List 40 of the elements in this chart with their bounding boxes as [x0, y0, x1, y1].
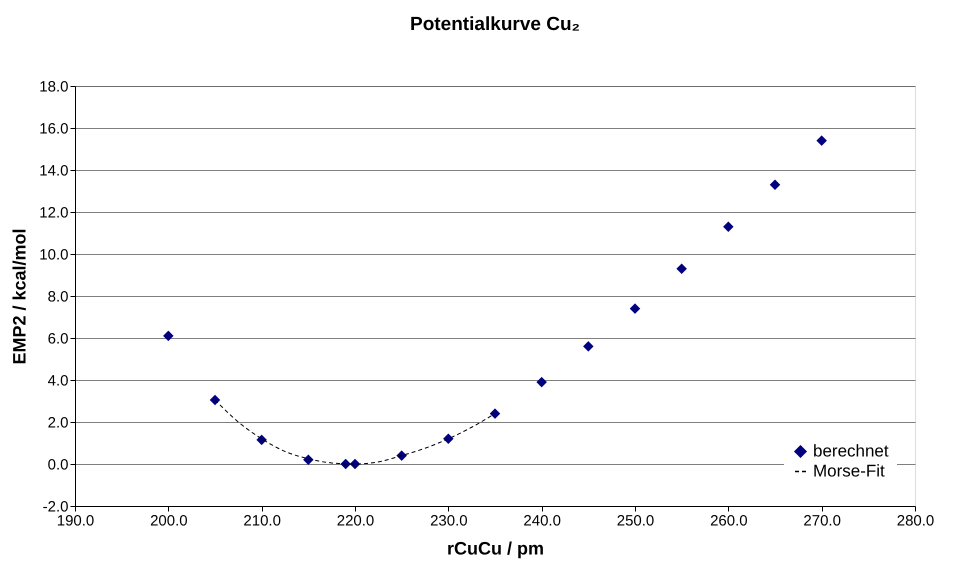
y-tick-label: 14.0 — [39, 162, 68, 180]
x-tick-label: 270.0 — [803, 512, 841, 530]
x-tick-label: 250.0 — [616, 512, 654, 530]
point — [676, 263, 687, 274]
x-tick-label: 260.0 — [710, 512, 748, 530]
x-axis-title: rCuCu / pm — [447, 538, 544, 558]
point — [303, 454, 314, 466]
x-tick-label: 190.0 — [56, 512, 94, 530]
point — [583, 341, 594, 352]
x-tick-label: 220.0 — [336, 512, 374, 530]
point — [630, 303, 640, 314]
y-tick-label: 18.0 — [39, 78, 68, 96]
y-tick-label: 8.0 — [48, 288, 68, 306]
chart-title: Potentialkurve Cu₂ — [410, 14, 580, 35]
point — [443, 434, 454, 444]
point — [816, 135, 827, 146]
point — [256, 434, 267, 446]
point — [770, 179, 780, 190]
y-tick-label: -2.0 — [42, 498, 68, 516]
point — [536, 376, 547, 388]
point — [490, 408, 500, 419]
y-tick-label: 16.0 — [39, 120, 68, 138]
point — [163, 330, 174, 342]
y-tick-label: 6.0 — [48, 330, 68, 348]
y-tick-label: 12.0 — [39, 204, 68, 222]
point — [723, 221, 734, 232]
legend-label: Morse-Fit — [813, 462, 886, 480]
point — [210, 394, 220, 406]
y-axis-title: EMP2 / kcal/mol — [9, 228, 30, 365]
x-tick-label: 200.0 — [150, 512, 188, 530]
x-tick-label: 280.0 — [896, 512, 934, 530]
y-tick-label: 0.0 — [48, 456, 68, 474]
x-tick-label: 210.0 — [243, 512, 281, 530]
point — [396, 450, 407, 461]
x-tick-label: 230.0 — [430, 512, 468, 530]
y-tick-label: 4.0 — [48, 372, 68, 390]
y-tick-label: 10.0 — [39, 246, 68, 264]
legend-label: berechnet — [813, 442, 889, 460]
y-tick-label: 2.0 — [48, 414, 68, 432]
x-tick-label: 240.0 — [523, 512, 561, 530]
